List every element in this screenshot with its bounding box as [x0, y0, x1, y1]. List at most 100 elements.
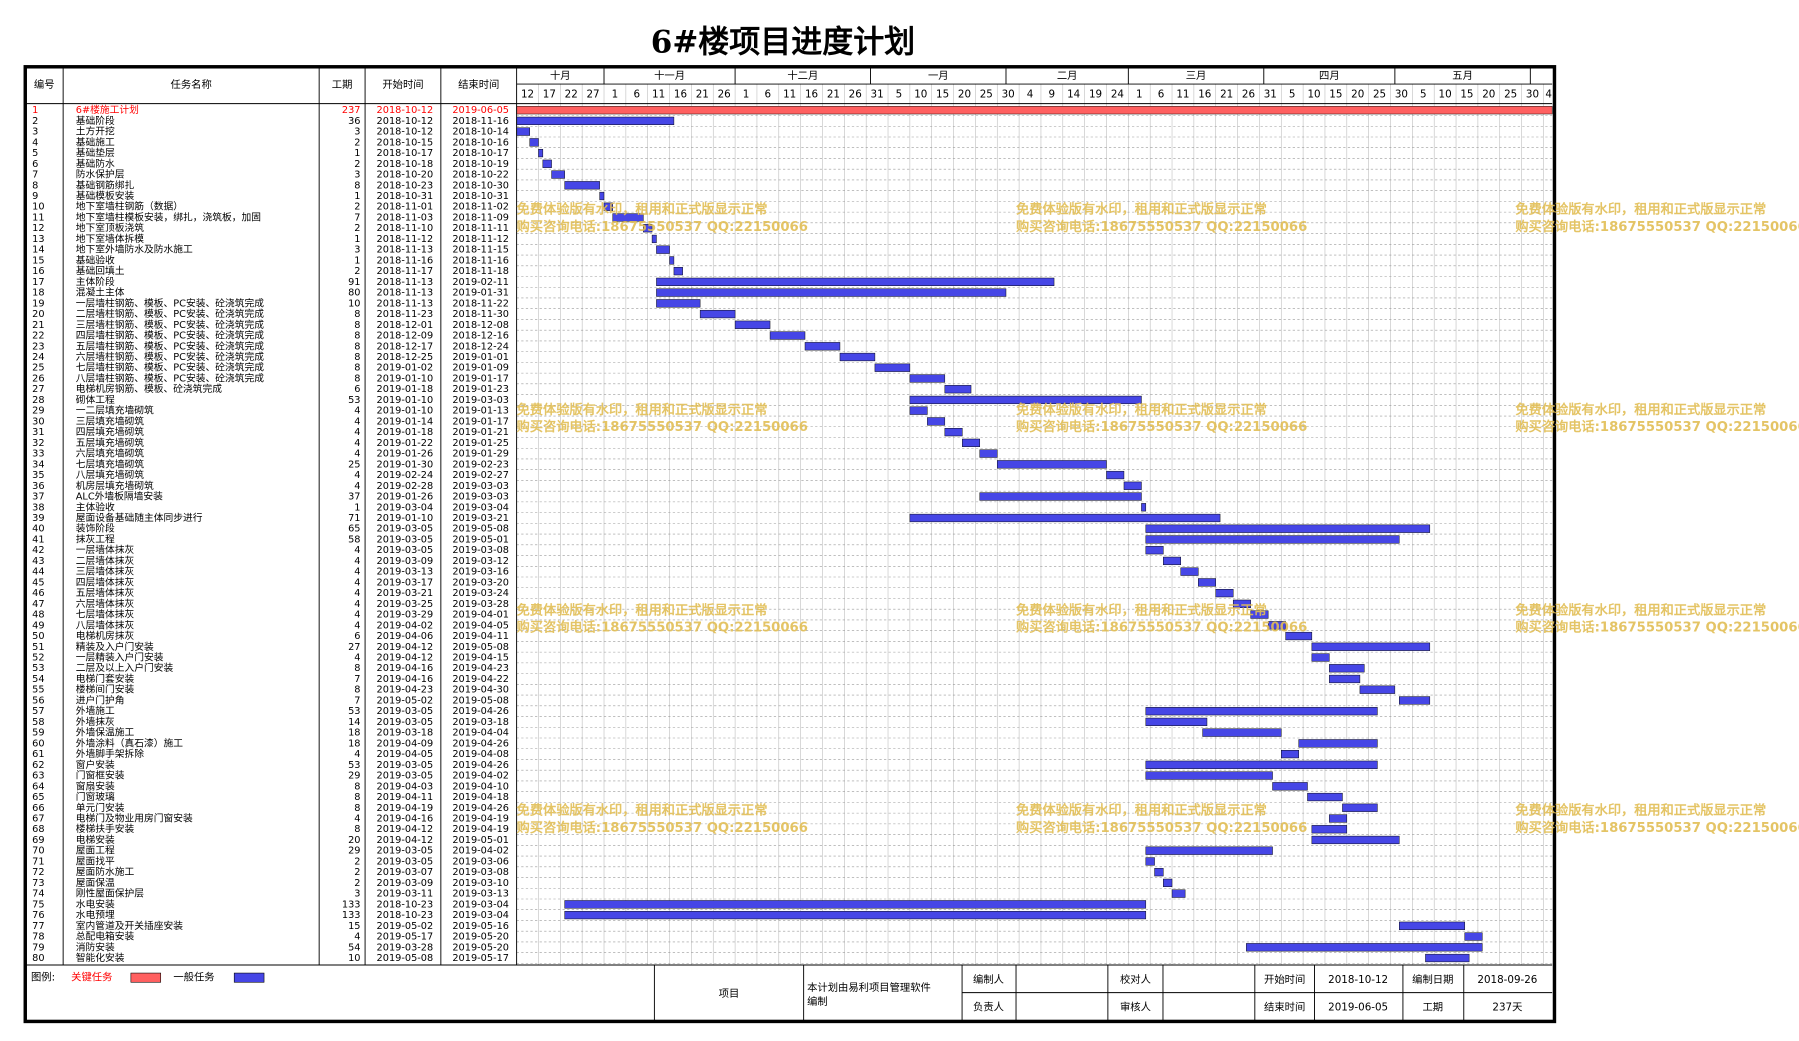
task-id: 76 [32, 910, 44, 921]
day-tick-label: 19 [1089, 88, 1102, 100]
watermark: 购买咨询电话:18675550537 QQ:22150066 [517, 819, 808, 836]
day-tick-label: 5 [896, 88, 903, 100]
task-duration: 2 [354, 878, 360, 889]
task-start: 2019-03-04 [377, 502, 434, 513]
task-bar [656, 299, 701, 308]
watermark: 免费体验版有水印，租用和正式版显示正常 [1515, 802, 1766, 819]
task-end: 2019-04-04 [452, 728, 509, 739]
task-duration: 8 [354, 180, 360, 191]
task-end: 2019-03-03 [452, 481, 509, 492]
task-end: 2019-03-16 [452, 567, 509, 578]
task-end: 2019-03-24 [452, 588, 509, 599]
task-id: 60 [32, 738, 44, 749]
task-start: 2019-04-03 [377, 781, 434, 792]
task-end: 2019-03-08 [452, 867, 509, 878]
footer-editor: 编制人 [973, 973, 1004, 986]
watermark: 免费体验版有水印，租用和正式版显示正常 [1515, 401, 1766, 418]
task-duration: 7 [354, 674, 360, 685]
task-bar [564, 910, 1147, 920]
task-end: 2019-03-18 [452, 717, 509, 728]
task-id: 63 [32, 771, 44, 782]
task-duration: 4 [354, 813, 360, 824]
task-name: 六层填充墙砌筑 [76, 447, 144, 460]
day-tick-label: 5 [1420, 88, 1427, 100]
task-bar [1202, 728, 1282, 737]
task-duration: 8 [354, 803, 360, 814]
task-start: 2018-10-31 [377, 191, 434, 202]
task-duration: 8 [354, 363, 360, 374]
task-name: 门窗玻璃 [76, 790, 115, 803]
task-id: 17 [32, 277, 44, 288]
task-bar [1145, 857, 1155, 866]
task-end: 2019-03-04 [452, 899, 509, 910]
task-duration: 2 [354, 223, 360, 234]
task-id: 27 [32, 384, 44, 395]
task-bar [612, 213, 644, 222]
task-id: 5 [32, 148, 38, 159]
task-id: 45 [32, 577, 44, 588]
task-start: 2019-04-16 [377, 674, 434, 685]
task-start: 2018-10-17 [377, 148, 434, 159]
task-bar [997, 460, 1107, 469]
title: 6#楼项目进度计划 [651, 24, 915, 60]
task-id: 8 [32, 180, 38, 191]
task-name: 六层墙柱钢筋、模板、PC安装、砼浇筑完成 [76, 350, 264, 363]
task-start: 2019-01-02 [377, 363, 434, 374]
month-label: 二月 [1057, 70, 1078, 82]
task-duration: 10 [348, 953, 360, 964]
footer-owner: 负责人 [973, 1001, 1004, 1014]
task-name: 外墙脚手架拆除 [76, 747, 144, 760]
legend-critical: 关键任务 [71, 971, 112, 984]
day-tick-label: 31 [871, 88, 884, 100]
task-bar [1464, 932, 1483, 941]
task-bar [1145, 546, 1164, 555]
task-bar [1145, 760, 1378, 769]
task-end: 2019-04-30 [452, 685, 509, 696]
task-start: 2019-02-24 [377, 470, 434, 481]
task-name: 单元门安装 [76, 801, 125, 814]
task-name: 楼梯间门安装 [76, 683, 135, 696]
task-name: 地下室墙柱模板安装，绑扎，浇筑板，加固 [76, 210, 261, 223]
task-end: 2019-05-08 [452, 642, 509, 653]
task-bar [599, 191, 605, 201]
day-tick-label: 21 [1220, 88, 1233, 100]
task-duration: 4 [354, 406, 360, 417]
day-tick-label: 25 [1373, 88, 1386, 100]
task-end: 2018-11-11 [452, 223, 509, 234]
task-name: 电梯门套安装 [76, 672, 135, 685]
task-end: 2019-02-11 [452, 277, 509, 288]
task-id: 14 [32, 245, 44, 256]
task-bar [1329, 814, 1348, 823]
task-id: 39 [32, 513, 44, 524]
task-name: 地下室外墙防水及防水施工 [76, 243, 193, 256]
task-start: 2018-12-01 [377, 320, 434, 331]
task-bar [1246, 943, 1483, 952]
task-end: 2018-10-22 [452, 170, 509, 181]
watermark: 免费体验版有水印，租用和正式版显示正常 [1016, 201, 1267, 218]
task-start: 2018-10-23 [377, 180, 434, 191]
task-name: 三层填充墙砌筑 [76, 414, 144, 427]
task-duration: 8 [354, 331, 360, 342]
task-end: 2019-01-31 [452, 288, 509, 299]
legend-normal: 一般任务 [173, 971, 214, 984]
task-duration: 8 [354, 792, 360, 803]
task-duration: 1 [354, 502, 360, 513]
task-name: 刚性屋面保护层 [76, 887, 144, 900]
task-bar [1425, 953, 1470, 963]
task-duration: 4 [354, 749, 360, 760]
month-label: 十一月 [654, 69, 685, 82]
day-tick-label: 22 [565, 88, 578, 100]
footer-start-label: 开始时间 [1264, 973, 1305, 986]
task-name: 室内管道及开关插座安装 [76, 919, 183, 932]
task-id: 13 [32, 234, 44, 245]
task-start: 2018-11-17 [377, 266, 434, 277]
task-end: 2019-05-16 [452, 921, 509, 932]
task-bar [1281, 750, 1299, 759]
task-duration: 2 [354, 266, 360, 277]
day-tick-label: 30 [1002, 88, 1015, 100]
task-end: 2019-03-03 [452, 395, 509, 406]
task-name: 外墙保温施工 [76, 726, 135, 739]
task-start: 2019-04-02 [377, 620, 434, 631]
watermark: 免费体验版有水印，租用和正式版显示正常 [1016, 601, 1267, 618]
task-start: 2019-01-10 [377, 513, 434, 524]
